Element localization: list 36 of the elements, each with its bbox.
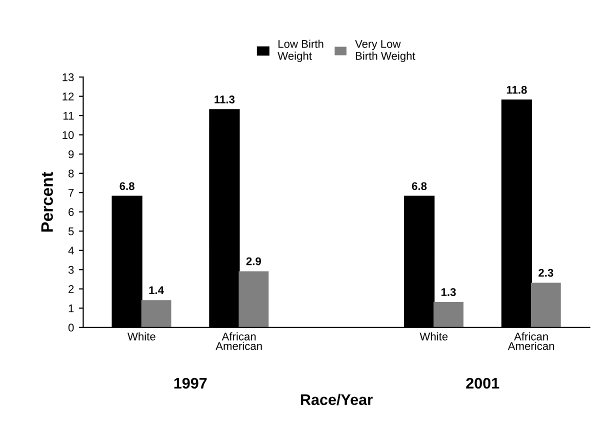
- y-tick-label: 0: [68, 324, 74, 332]
- x-tick-label: White: [420, 332, 448, 340]
- data-label: 1.4: [149, 286, 164, 294]
- data-label: 11.3: [214, 96, 235, 104]
- y-tick-label: 3: [68, 266, 74, 274]
- data-label: 2.9: [246, 257, 261, 266]
- y-tick-label: 6: [68, 208, 74, 216]
- data-label: 6.8: [412, 182, 427, 190]
- y-tick-label: 10: [62, 131, 74, 139]
- data-label: 1.3: [441, 288, 456, 296]
- bar: [238, 271, 269, 328]
- legend-label: Very Low Birth Weight: [355, 40, 416, 62]
- legend-label: Low Birth Weight: [278, 40, 324, 62]
- x-tick-label: African American: [216, 332, 262, 350]
- bar: [434, 302, 464, 328]
- y-tick-label: 12: [62, 92, 74, 100]
- y-tick-label: 7: [68, 188, 74, 197]
- y-tick-label: 4: [68, 246, 74, 254]
- x-tick-label: African American: [508, 332, 554, 350]
- bar: [530, 282, 561, 328]
- data-label: 11.8: [506, 86, 527, 94]
- y-tick-label: 2: [68, 285, 74, 293]
- bar: [141, 300, 172, 328]
- y-tick-label: 8: [68, 170, 74, 178]
- y-tick-label: 13: [62, 73, 74, 82]
- x-tick-label: White: [128, 332, 156, 340]
- text: 2001: [466, 378, 500, 389]
- y-tick-label: 1: [68, 304, 74, 312]
- y-axis-title: Percent: [41, 172, 53, 232]
- x-axis-title: Race/Year: [300, 394, 373, 406]
- data-label: 6.8: [120, 182, 134, 190]
- y-tick-label: 11: [63, 112, 74, 120]
- y-tick-label: 5: [68, 228, 74, 236]
- y-tick-label: 9: [68, 150, 74, 158]
- text: 1997: [174, 378, 207, 389]
- data-label: 2.3: [538, 268, 554, 277]
